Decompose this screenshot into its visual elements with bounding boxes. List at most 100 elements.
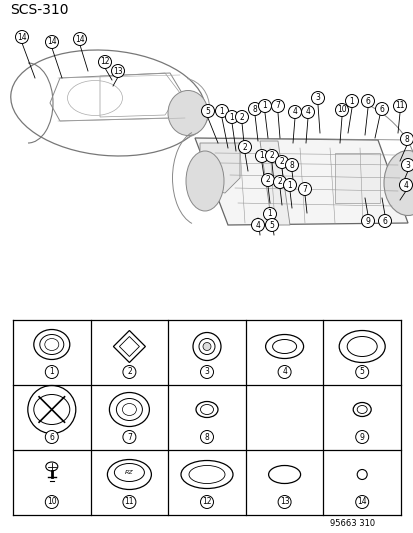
Text: 14: 14 [47, 37, 57, 46]
Ellipse shape [168, 91, 207, 135]
Text: 1: 1 [49, 367, 54, 376]
Text: 1: 1 [267, 209, 272, 219]
Polygon shape [195, 138, 407, 225]
Text: 14: 14 [75, 35, 85, 44]
Polygon shape [199, 143, 240, 193]
Text: 5: 5 [359, 367, 364, 376]
Circle shape [215, 104, 228, 117]
Text: 1: 1 [262, 101, 267, 110]
Text: 3: 3 [315, 93, 320, 102]
Text: RZ: RZ [125, 470, 133, 475]
Circle shape [298, 182, 311, 196]
Circle shape [98, 55, 111, 69]
Text: 2: 2 [239, 112, 244, 122]
Text: 9: 9 [365, 216, 370, 225]
Text: 3: 3 [405, 160, 409, 169]
Text: 1: 1 [349, 96, 354, 106]
Circle shape [278, 366, 290, 378]
Circle shape [392, 100, 406, 112]
Circle shape [123, 366, 135, 378]
Circle shape [273, 175, 286, 189]
Text: 13: 13 [113, 67, 123, 76]
Circle shape [288, 106, 301, 118]
Text: 2: 2 [269, 151, 274, 160]
Circle shape [45, 496, 58, 508]
Text: 1: 1 [229, 112, 234, 122]
Text: 2: 2 [127, 367, 131, 376]
Text: 4: 4 [305, 108, 310, 117]
Text: 1: 1 [259, 151, 264, 160]
Circle shape [375, 102, 387, 116]
Circle shape [311, 92, 324, 104]
Circle shape [45, 431, 58, 443]
Text: SCS-310: SCS-310 [10, 3, 68, 17]
Circle shape [202, 343, 211, 351]
Circle shape [265, 149, 278, 163]
Text: 6: 6 [49, 432, 54, 441]
Text: 10: 10 [336, 106, 346, 115]
Text: 12: 12 [100, 58, 109, 67]
Circle shape [251, 219, 264, 231]
Circle shape [123, 431, 135, 443]
Text: 10: 10 [47, 497, 57, 506]
Text: 7: 7 [127, 432, 131, 441]
Circle shape [399, 133, 413, 146]
Circle shape [200, 431, 213, 443]
Ellipse shape [185, 151, 223, 211]
Circle shape [355, 496, 368, 508]
Text: 2: 2 [277, 177, 282, 187]
Circle shape [301, 106, 314, 118]
Circle shape [200, 496, 213, 508]
Text: 6: 6 [365, 96, 370, 106]
Circle shape [261, 174, 274, 187]
Circle shape [355, 366, 368, 378]
Circle shape [123, 496, 135, 508]
Circle shape [200, 366, 213, 378]
Text: 8: 8 [252, 104, 257, 114]
Circle shape [271, 100, 284, 112]
Circle shape [238, 141, 251, 154]
Circle shape [255, 149, 268, 163]
Circle shape [335, 103, 348, 117]
Circle shape [248, 102, 261, 116]
Bar [334, 153, 379, 203]
Circle shape [201, 104, 214, 117]
Text: 7: 7 [275, 101, 280, 110]
Circle shape [361, 214, 374, 228]
Text: 8: 8 [404, 134, 408, 143]
Circle shape [235, 110, 248, 124]
Text: 2: 2 [279, 157, 284, 166]
Circle shape [263, 207, 276, 221]
Circle shape [399, 179, 411, 191]
Text: 7: 7 [302, 184, 307, 193]
Text: 8: 8 [289, 160, 294, 169]
Text: 5: 5 [269, 221, 274, 230]
Circle shape [283, 179, 296, 191]
Text: 14: 14 [356, 497, 366, 506]
Text: 1: 1 [219, 107, 224, 116]
Circle shape [74, 33, 86, 45]
Text: 4: 4 [282, 367, 286, 376]
Ellipse shape [383, 150, 413, 215]
Text: 11: 11 [124, 497, 134, 506]
Circle shape [111, 64, 124, 77]
Text: 8: 8 [204, 432, 209, 441]
Text: 3: 3 [204, 367, 209, 376]
Circle shape [225, 110, 238, 124]
Text: 2: 2 [265, 175, 270, 184]
Polygon shape [259, 141, 289, 225]
Circle shape [355, 431, 368, 443]
Circle shape [345, 94, 358, 108]
Text: 1: 1 [287, 181, 292, 190]
Circle shape [45, 36, 58, 49]
Text: 13: 13 [279, 497, 289, 506]
Circle shape [278, 496, 290, 508]
Circle shape [285, 158, 298, 172]
Circle shape [45, 366, 58, 378]
Text: 2: 2 [242, 142, 247, 151]
Text: 9: 9 [359, 432, 364, 441]
Text: 4: 4 [403, 181, 408, 190]
Circle shape [15, 30, 28, 44]
Text: 4: 4 [255, 221, 260, 230]
Circle shape [377, 214, 391, 228]
